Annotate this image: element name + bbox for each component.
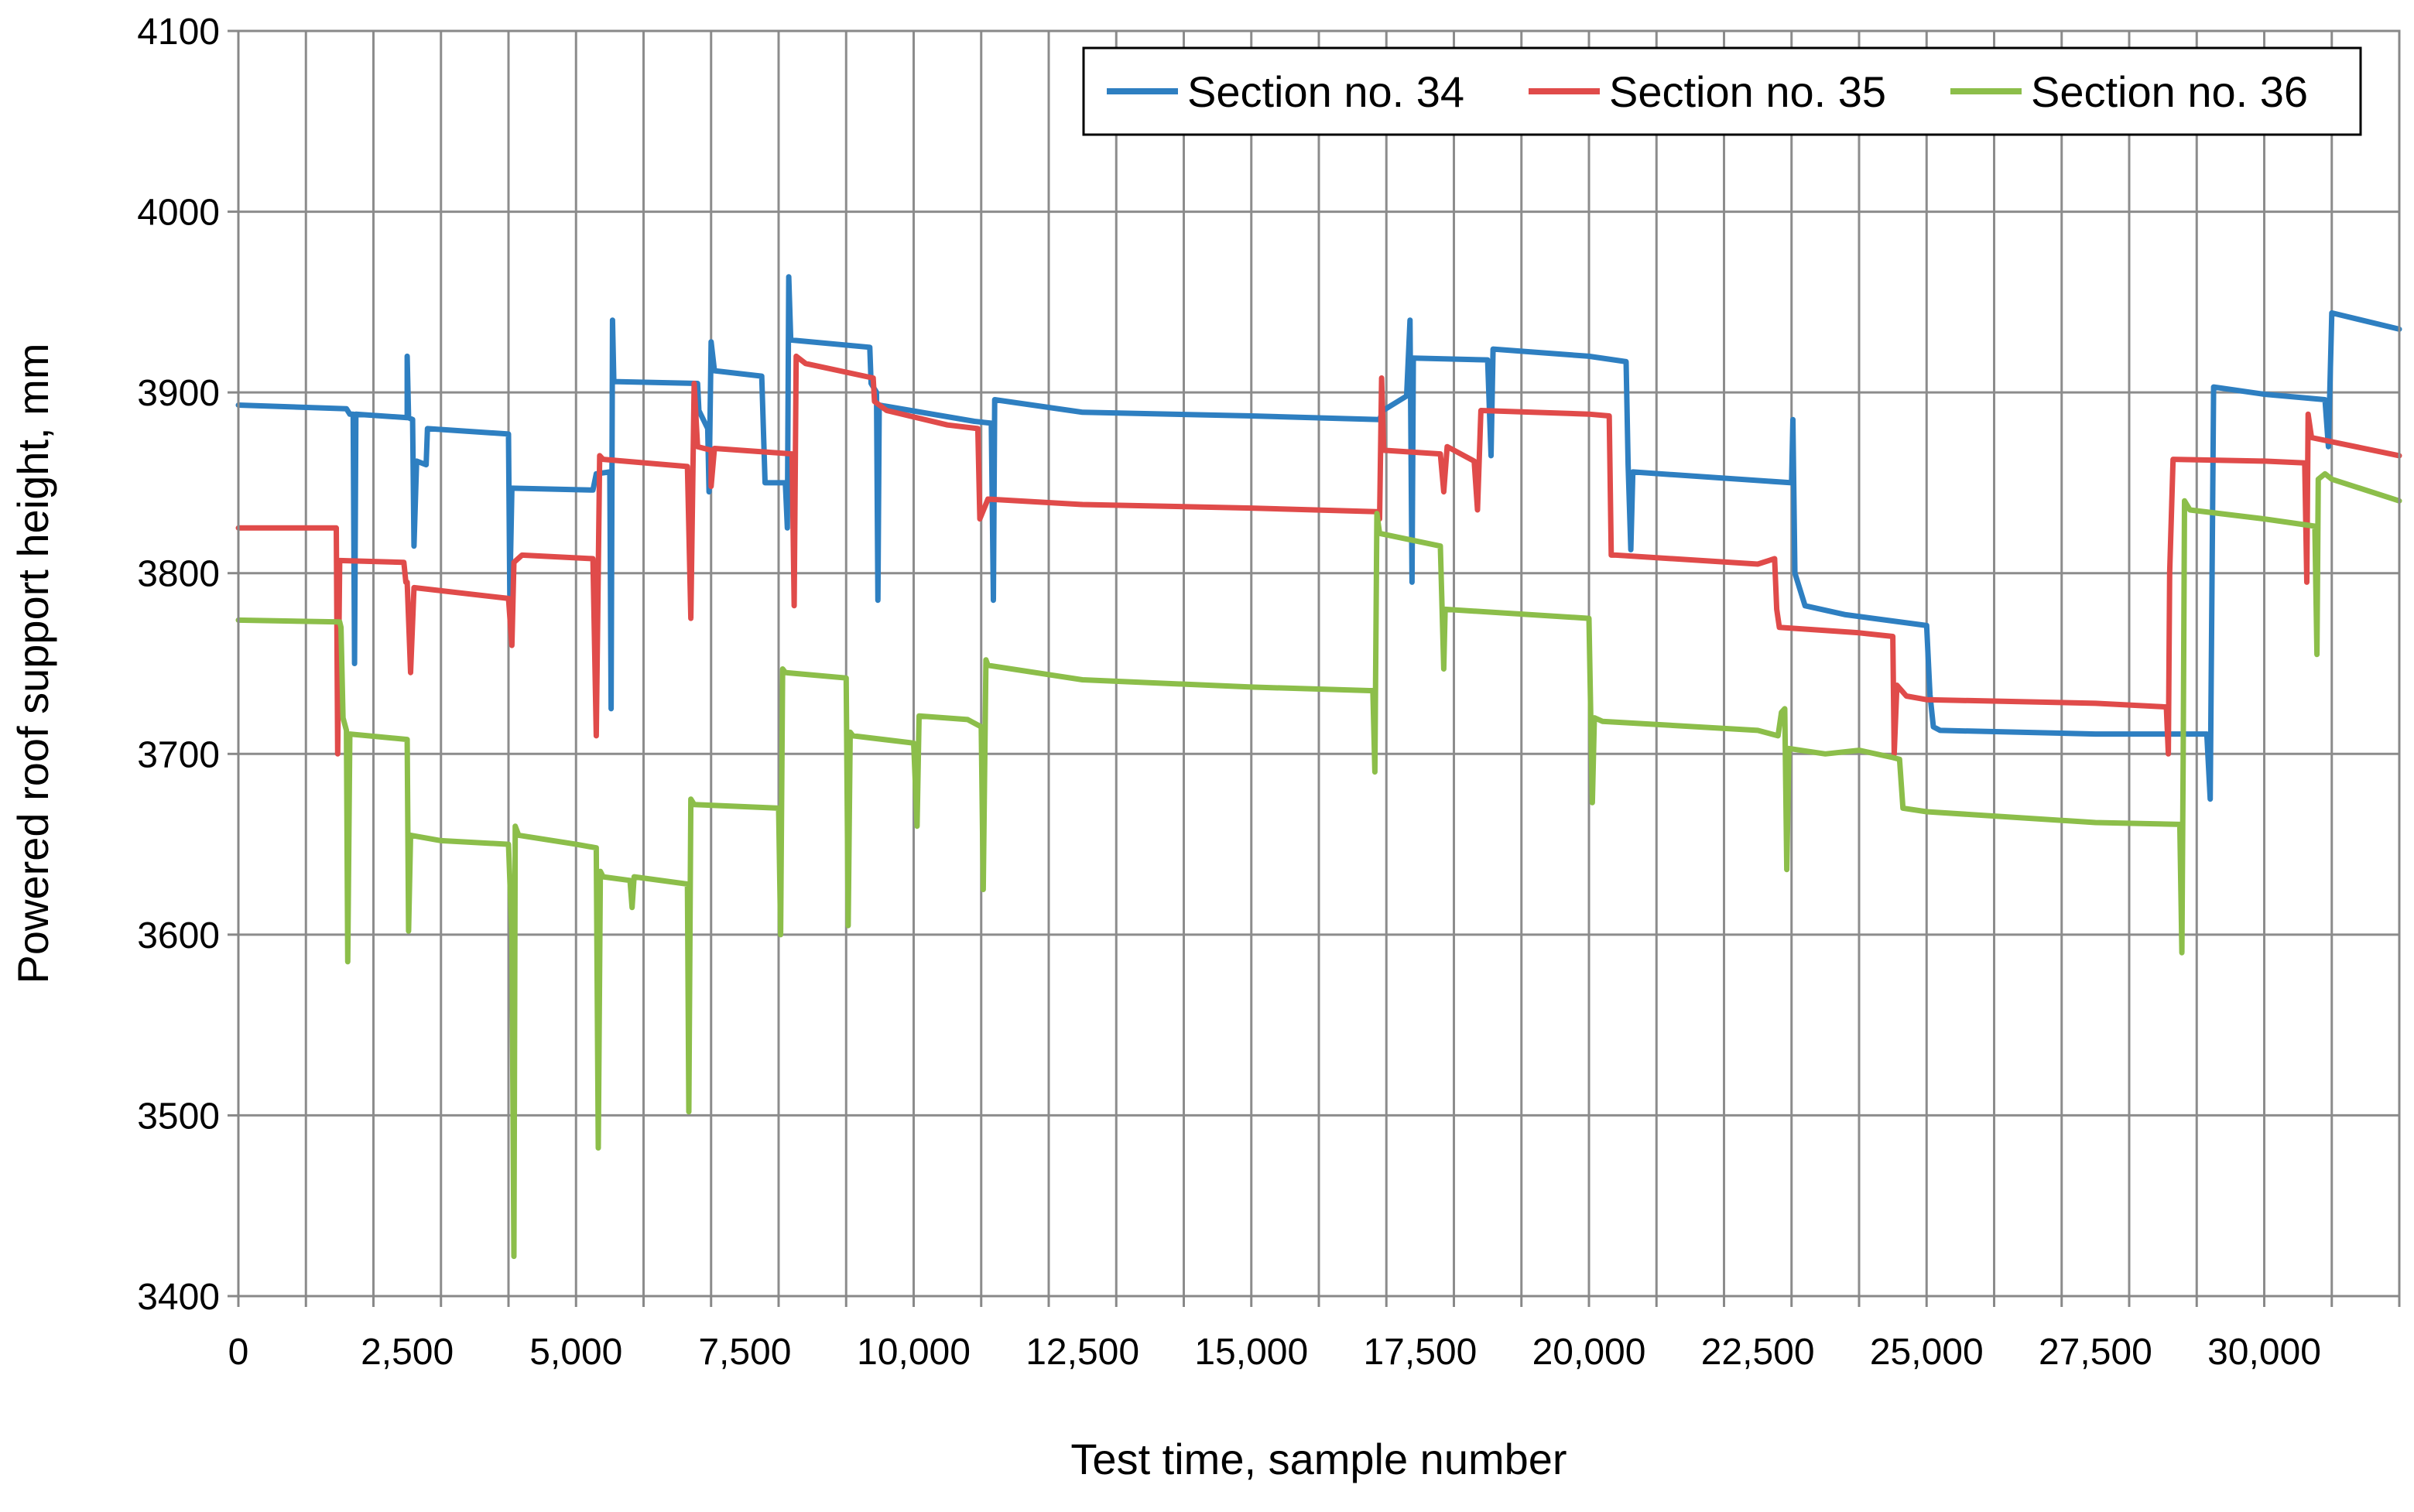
y-tick-label: 3900	[137, 373, 220, 414]
x-axis-title: Test time, sample number	[1070, 1435, 1567, 1483]
x-tick-label: 12,500	[1026, 1332, 1139, 1373]
legend: Section no. 34 Section no. 35 Section no. …	[1082, 46, 2362, 136]
series-layer	[235, 274, 2402, 1260]
x-tick-label: 2,500	[361, 1332, 454, 1373]
y-axis-ticks: 3400 3500 3600 3700 3800 3900 4000 4100	[137, 12, 238, 1318]
x-tick-label: 0	[228, 1332, 249, 1373]
x-tick-label: 10,000	[857, 1332, 971, 1373]
y-tick-label: 3800	[137, 554, 220, 595]
legend-label-3: Section no. 36	[2031, 67, 2308, 116]
x-tick-label: 27,500	[2039, 1332, 2152, 1373]
y-tick-label: 4000	[137, 193, 220, 234]
grid	[237, 29, 2401, 1298]
y-tick-label: 4100	[137, 12, 220, 53]
x-tick-label: 17,500	[1363, 1332, 1477, 1373]
x-tick-label: 22,500	[1701, 1332, 1815, 1373]
x-tick-label: 15,000	[1194, 1332, 1308, 1373]
y-tick-label: 3700	[137, 734, 220, 775]
series-line-1	[235, 274, 2402, 802]
x-tick-label: 25,000	[1870, 1332, 1984, 1373]
legend-label-2: Section no. 35	[1609, 67, 1886, 116]
series-line-2	[235, 353, 2402, 757]
x-tick-label: 20,000	[1532, 1332, 1646, 1373]
x-axis-ticks: 0 2,500 5,000 7,500 10,000 12,500 15,000 17,500…	[228, 1296, 2401, 1373]
y-tick-label: 3400	[137, 1277, 220, 1318]
x-tick-label: 7,500	[698, 1332, 791, 1373]
y-tick-label: 3600	[137, 915, 220, 956]
y-axis-title: Powered roof support height, mm	[9, 344, 57, 984]
x-tick-label: 5,000	[529, 1332, 622, 1373]
x-tick-label: 30,000	[2207, 1332, 2321, 1373]
series-line-3	[235, 470, 2402, 1260]
legend-label-1: Section no. 34	[1187, 67, 1464, 116]
y-tick-label: 3500	[137, 1096, 220, 1137]
legend-box	[1082, 46, 2362, 136]
